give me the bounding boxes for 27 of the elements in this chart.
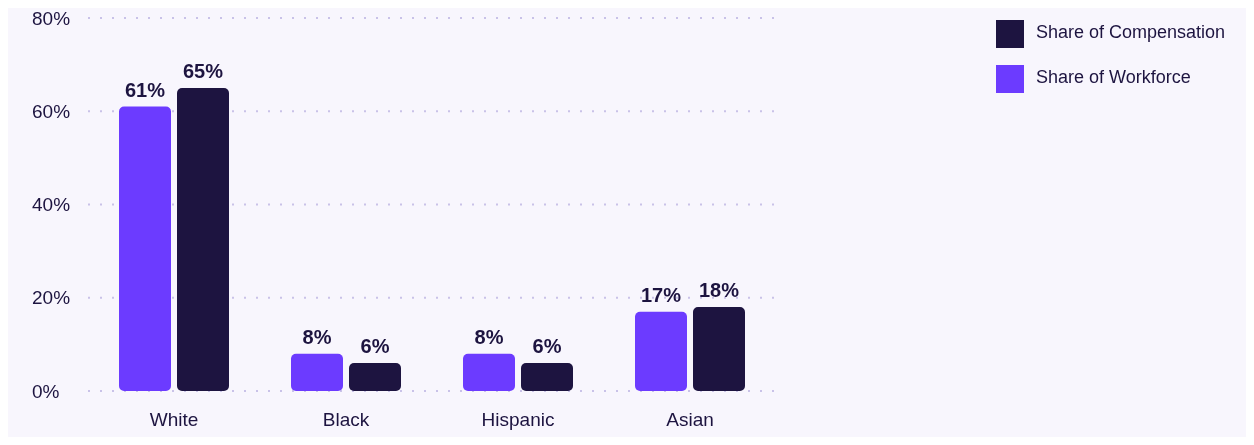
- x-tick-label: Black: [322, 409, 370, 431]
- y-tick-label: 60%: [32, 101, 71, 122]
- data-label: 65%: [182, 59, 224, 82]
- legend-label: Share of Workforce: [1036, 67, 1191, 87]
- bar: [349, 363, 401, 391]
- bar: [119, 106, 171, 391]
- bar: [177, 87, 229, 391]
- bar: [635, 311, 687, 391]
- data-label: 18%: [698, 279, 740, 302]
- data-label: 6%: [360, 335, 390, 358]
- y-tick-label: 20%: [32, 287, 71, 309]
- data-label: 8%: [474, 325, 504, 348]
- bar: [693, 307, 745, 391]
- bar: [291, 353, 343, 391]
- y-tick-label: 0%: [32, 380, 60, 402]
- x-tick-label: Asian: [666, 409, 714, 431]
- data-label: 6%: [532, 335, 562, 358]
- data-label: 17%: [640, 283, 682, 306]
- data-label: 8%: [302, 325, 332, 348]
- bar: [463, 353, 515, 391]
- y-tick-label: 80%: [32, 7, 71, 29]
- legend-label: Share of Compensation: [1036, 22, 1226, 42]
- data-label: 61%: [124, 78, 166, 101]
- x-tick-label: White: [149, 409, 199, 431]
- bar: [521, 363, 573, 391]
- x-tick-label: Hispanic: [481, 409, 555, 431]
- y-tick-label: 40%: [32, 194, 71, 216]
